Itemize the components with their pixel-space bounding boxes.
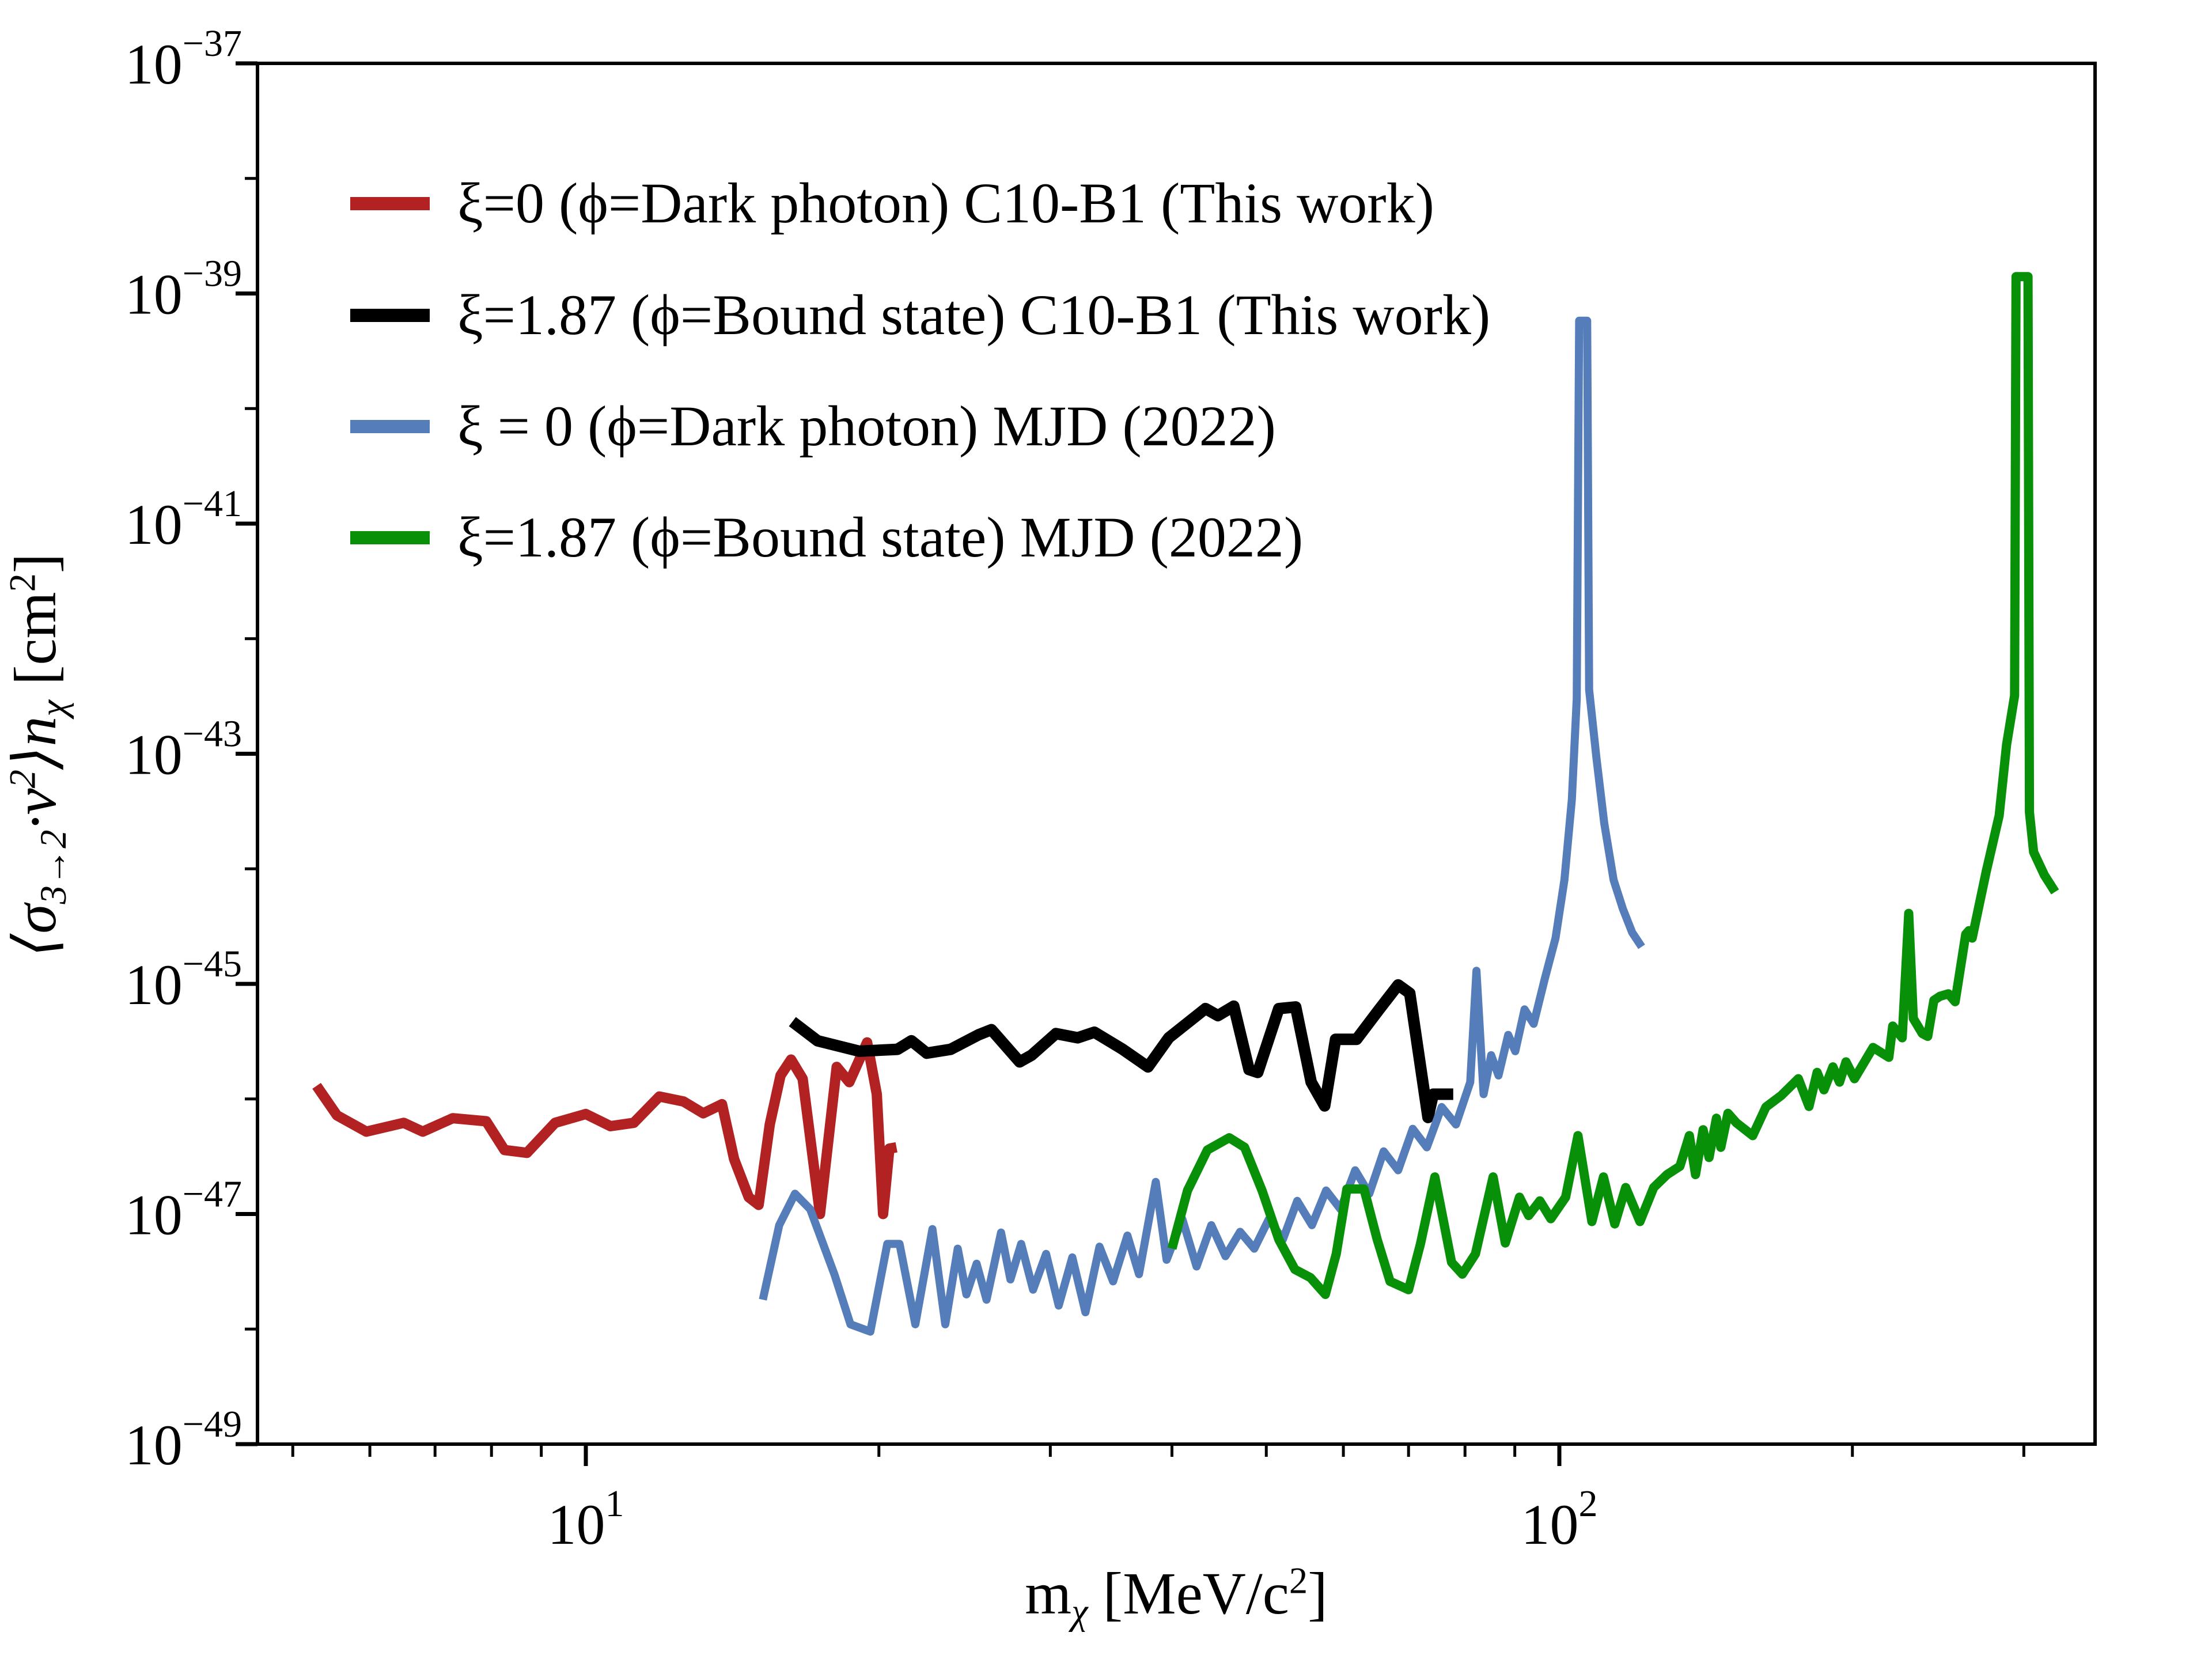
- y-tick-label: 10−37: [125, 22, 242, 96]
- y-tick-label: 10−47: [125, 1173, 242, 1247]
- y-tick-label: 10−43: [125, 713, 242, 787]
- y-tick-label: 10−41: [125, 483, 242, 556]
- x-axis-title: mχ [MeV/c2]: [1025, 1560, 1328, 1633]
- legend-label-blue: ξ = 0 (ϕ=Dark photon) MJD (2022): [457, 394, 1276, 458]
- y-tick-label: 10−39: [125, 253, 242, 327]
- legend-line-blue: [350, 419, 430, 433]
- legend-line-black: [350, 308, 430, 322]
- series-curve-3: [1167, 272, 2059, 1300]
- y-tick-label: 10−49: [125, 1403, 242, 1477]
- y-axis-title: ⟨σ3→2·v2⟩nχ [cm2]: [2, 553, 74, 957]
- legend-entry-blue: ξ = 0 (ϕ=Dark photon) MJD (2022): [350, 392, 1276, 461]
- x-tick-label: 102: [1521, 1483, 1598, 1556]
- legend-label-green: ξ=1.87 (ϕ=Bound state) MJD (2022): [457, 505, 1304, 569]
- legend-entry-red: ξ=0 (ϕ=Dark photon) C10-B1 (This work): [350, 169, 1434, 238]
- legend-label-black: ξ=1.87 (ϕ=Bound state) C10-B1 (This work…: [457, 283, 1491, 347]
- ylabel-open: ⟨σ: [2, 904, 69, 957]
- series-curve-2: [759, 316, 1645, 1336]
- legend-entry-green: ξ=1.87 (ϕ=Bound state) MJD (2022): [350, 503, 1303, 572]
- series-curve-1: [789, 979, 1453, 1123]
- legend-line-green: [350, 531, 430, 544]
- legend-entry-black: ξ=1.87 (ϕ=Bound state) C10-B1 (This work…: [350, 281, 1490, 350]
- x-tick-label: 101: [548, 1483, 624, 1556]
- legend-line-red: [350, 196, 430, 210]
- legend-label-red: ξ=0 (ϕ=Dark photon) C10-B1 (This work): [457, 171, 1434, 235]
- y-tick-label: 10−45: [125, 943, 242, 1017]
- series-curve-0: [312, 1037, 897, 1219]
